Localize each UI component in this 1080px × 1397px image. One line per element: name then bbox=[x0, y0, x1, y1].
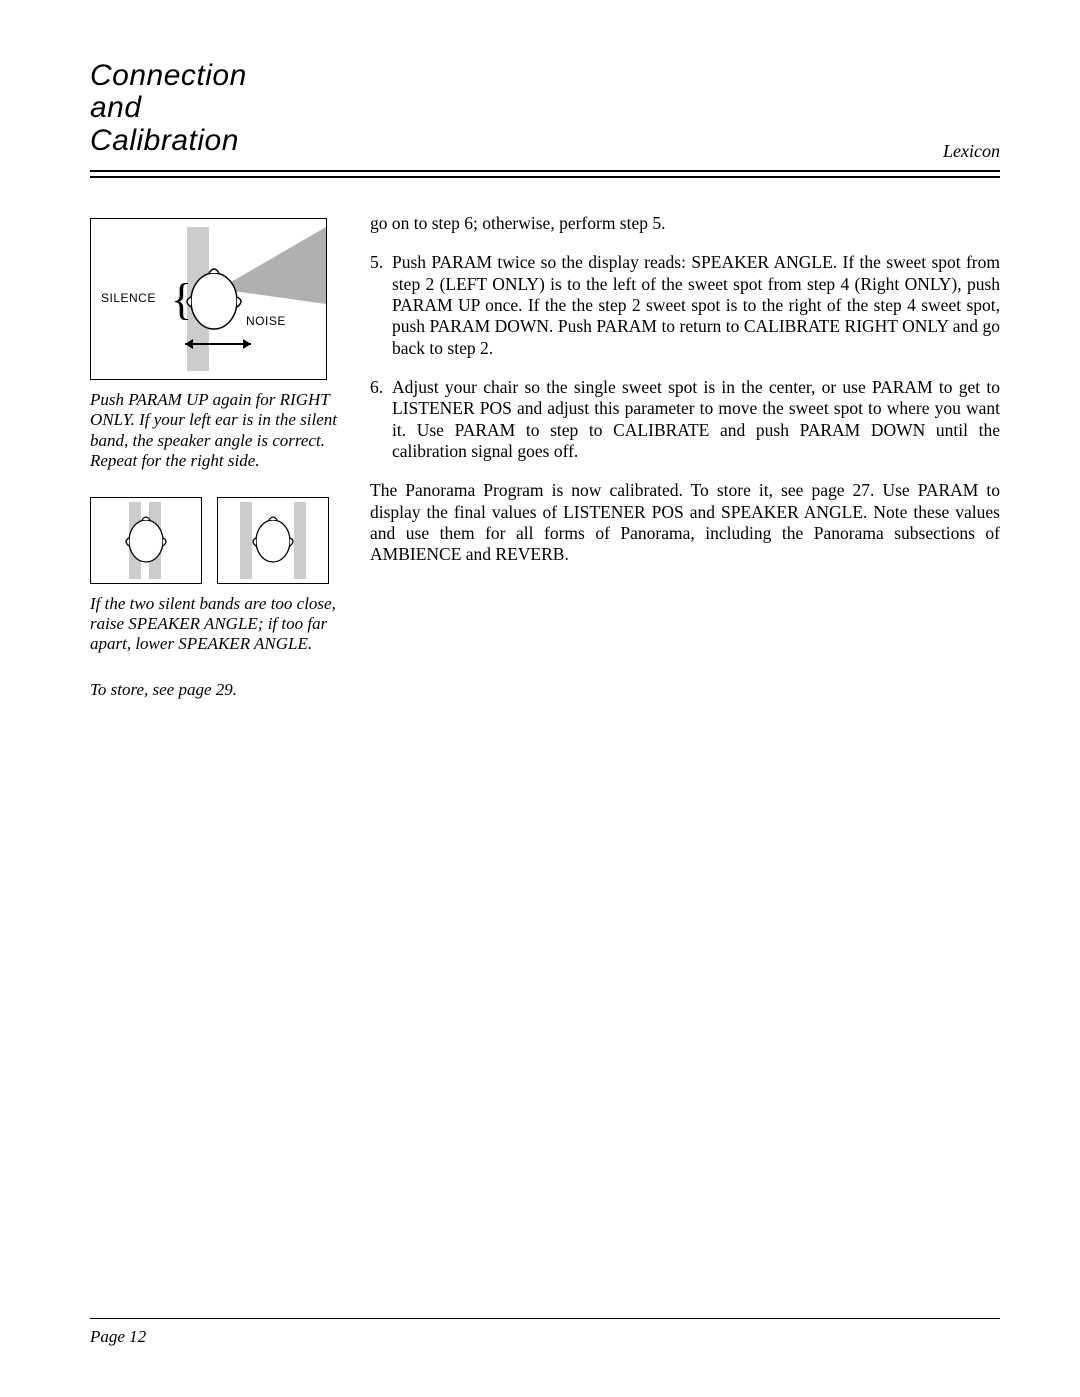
chapter-title-line: Calibration bbox=[90, 124, 239, 157]
closing-paragraph: The Panorama Program is now calibrated. … bbox=[370, 480, 1000, 565]
page-footer: Page 12 bbox=[90, 1318, 1000, 1347]
page-header: Connection and Calibration Lexicon bbox=[90, 60, 1000, 170]
chapter-title: Connection and Calibration bbox=[90, 60, 247, 157]
figure-silence-noise: { SILENCE NOISE bbox=[90, 218, 327, 380]
chapter-title-line: Connection bbox=[90, 59, 247, 92]
figure-pair bbox=[90, 497, 340, 584]
figure1-caption: Push PARAM UP again for RIGHT ONLY. If y… bbox=[90, 390, 340, 472]
figure-bands-far bbox=[217, 497, 329, 584]
step-body: Adjust your chair so the single sweet sp… bbox=[392, 377, 1000, 462]
main-column: go on to step 6; otherwise, perform step… bbox=[370, 213, 1000, 725]
step-number: 5. bbox=[370, 252, 392, 359]
figure-bands-close bbox=[90, 497, 202, 584]
step-body: Push PARAM twice so the display reads: S… bbox=[392, 252, 1000, 359]
intro-line: go on to step 6; otherwise, perform step… bbox=[370, 213, 1000, 234]
step-6: 6. Adjust your chair so the single sweet… bbox=[370, 377, 1000, 462]
content-columns: { SILENCE NOISE Push PARAM UP again for … bbox=[90, 213, 1000, 725]
store-caption: To store, see page 29. bbox=[90, 680, 340, 700]
brand-label: Lexicon bbox=[943, 141, 1000, 162]
footer-rule bbox=[90, 1318, 1000, 1319]
sidebar-column: { SILENCE NOISE Push PARAM UP again for … bbox=[90, 213, 340, 725]
figure-label-silence: SILENCE bbox=[101, 291, 156, 305]
svg-text:{: { bbox=[171, 275, 192, 324]
chapter-title-line: and bbox=[90, 91, 142, 124]
page-number: Page 12 bbox=[90, 1327, 1000, 1347]
figure-label-noise: NOISE bbox=[246, 314, 286, 328]
step-5: 5. Push PARAM twice so the display reads… bbox=[370, 252, 1000, 359]
figure2-caption: If the two silent bands are too close, r… bbox=[90, 594, 340, 655]
manual-page: Connection and Calibration Lexicon bbox=[0, 0, 1080, 1397]
step-number: 6. bbox=[370, 377, 392, 462]
header-rule bbox=[90, 170, 1000, 178]
